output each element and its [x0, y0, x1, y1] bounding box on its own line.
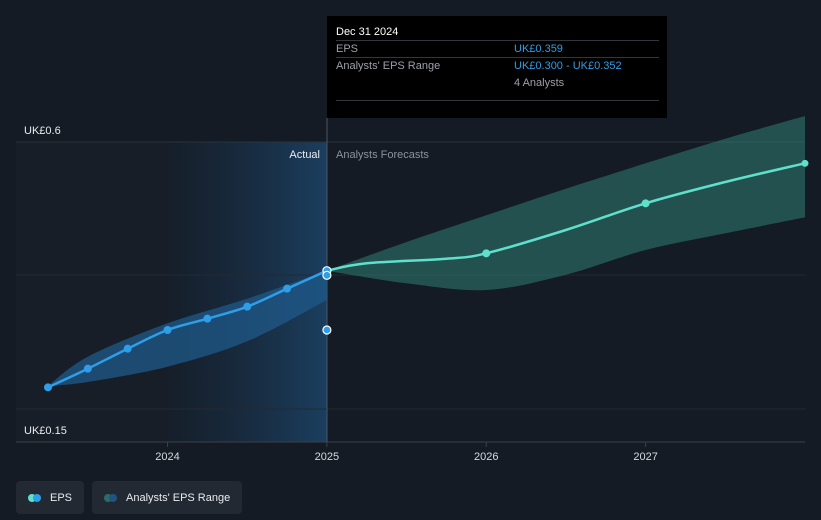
forecast-eps-range-area [326, 116, 805, 291]
tooltip-analysts-row: 4 Analysts [336, 74, 659, 92]
tooltip-divider [336, 100, 659, 101]
actual-region-label: Actual [289, 149, 320, 161]
eps-legend-icon [28, 493, 42, 502]
eps-actual-point[interactable] [243, 302, 252, 311]
x-tick-label: 2027 [633, 451, 657, 463]
eps-points [44, 159, 809, 392]
eps-actual-point[interactable] [203, 314, 212, 323]
eps-actual-point[interactable] [123, 344, 132, 353]
x-tick-label: 2024 [155, 451, 179, 463]
eps-forecast-point[interactable] [641, 199, 650, 208]
pre-2024-band [16, 142, 168, 442]
legend-eps[interactable]: EPS [16, 481, 85, 514]
tooltip-eps-row: EPS UK£0.359 [336, 40, 659, 57]
eps-actual-point[interactable] [44, 383, 52, 392]
tooltip-range-row: Analysts' EPS Range UK£0.300 - UK£0.352 [336, 57, 659, 74]
tooltip-eps-value: UK£0.359 [514, 43, 563, 55]
x-axis-ticks: 2024 2025 2026 2027 [155, 442, 658, 463]
tooltip-range-label: Analysts' EPS Range [336, 60, 441, 72]
hover-tooltip: Dec 31 2024 EPS UK£0.359 Analysts' EPS R… [327, 16, 667, 118]
x-tick-label: 2025 [315, 451, 339, 463]
y-tick-top: UK£0.6 [24, 125, 61, 137]
forecast-region-label: Analysts Forecasts [336, 149, 429, 161]
eps-actual-point[interactable] [283, 284, 292, 293]
eps-forecast-line [326, 162, 806, 272]
tooltip-date: Dec 31 2024 [336, 26, 399, 38]
legend-eps-range-label: Analysts' EPS Range [126, 491, 231, 504]
eps-chart: 2024 2025 2026 2027 UK£0.6 UK£0.15 Actual A… [16, 116, 809, 463]
y-tick-bottom: UK£0.15 [24, 425, 67, 437]
tooltip-range-value: UK£0.300 - UK£0.352 [514, 60, 622, 72]
legend-eps-label: EPS [50, 491, 73, 504]
x-tick-label: 2026 [474, 451, 498, 463]
eps-range-legend-icon [104, 493, 118, 502]
eps-highlight-point[interactable] [322, 325, 332, 335]
tooltip-eps-label: EPS [336, 43, 359, 55]
tooltip-analysts: 4 Analysts [514, 77, 565, 89]
eps-actual-point[interactable] [83, 364, 92, 373]
eps-forecast-point[interactable] [482, 249, 491, 258]
chart-legend: EPS Analysts' EPS Range [16, 481, 243, 514]
eps-highlight-point[interactable] [322, 270, 332, 280]
eps-actual-point[interactable] [163, 326, 172, 334]
legend-eps-range[interactable]: Analysts' EPS Range [92, 481, 243, 514]
eps-forecast-point[interactable] [801, 159, 809, 167]
actual-eps-range-area [48, 270, 327, 386]
